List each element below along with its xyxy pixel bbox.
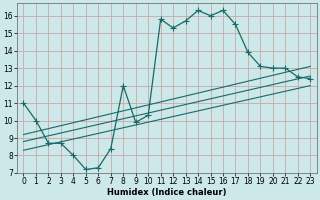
X-axis label: Humidex (Indice chaleur): Humidex (Indice chaleur) [107,188,227,197]
